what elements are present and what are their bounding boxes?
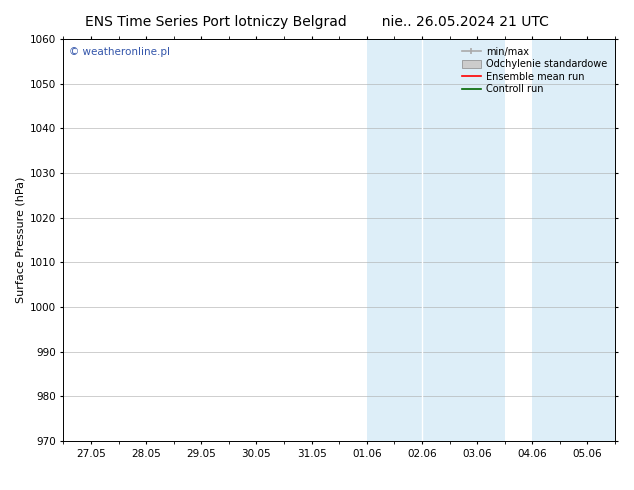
Y-axis label: Surface Pressure (hPa): Surface Pressure (hPa) xyxy=(15,177,25,303)
Text: ENS Time Series Port lotniczy Belgrad        nie.. 26.05.2024 21 UTC: ENS Time Series Port lotniczy Belgrad ni… xyxy=(85,15,549,29)
Text: © weatheronline.pl: © weatheronline.pl xyxy=(69,47,170,57)
Legend: min/max, Odchylenie standardowe, Ensemble mean run, Controll run: min/max, Odchylenie standardowe, Ensembl… xyxy=(459,44,610,97)
Bar xyxy=(366,39,505,441)
Bar xyxy=(533,39,615,441)
